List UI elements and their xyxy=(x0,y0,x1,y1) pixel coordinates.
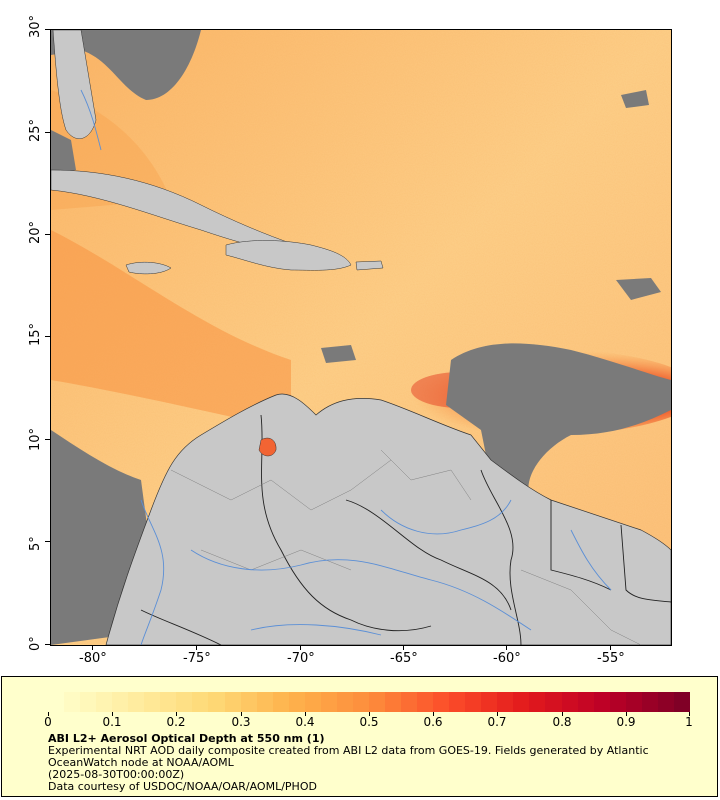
colorbar-label: 0.7 xyxy=(487,715,507,729)
colorbar-label: 0.2 xyxy=(166,715,186,729)
colorbar-step xyxy=(449,692,466,712)
colorbar-step xyxy=(673,692,690,712)
country-borders xyxy=(140,414,671,645)
y-tick-label: 30° xyxy=(28,14,43,38)
colorbar-step xyxy=(224,692,241,712)
y-tick-label: 25° xyxy=(28,118,43,142)
islands xyxy=(51,30,384,275)
y-tick-label: 5° xyxy=(28,536,43,551)
rivers xyxy=(80,89,612,645)
colorbar-step xyxy=(128,692,145,712)
colorbar-step xyxy=(417,692,434,712)
colorbar-step xyxy=(352,692,369,712)
colorbar-step xyxy=(561,692,578,712)
colorbar-label: 0 xyxy=(44,715,52,729)
colorbar-step xyxy=(401,692,418,712)
x-tick-label: -80° xyxy=(79,651,107,666)
y-tick-label: 15° xyxy=(28,322,43,346)
y-tick-label: 20° xyxy=(28,220,43,244)
x-tick-label: -55° xyxy=(597,651,625,666)
aod-map xyxy=(51,30,671,645)
colorbar-step xyxy=(481,692,498,712)
x-tick-label: -75° xyxy=(183,651,211,666)
colorbar-label: 0.1 xyxy=(102,715,122,729)
colorbar-step xyxy=(208,692,225,712)
colorbar-label: 0.3 xyxy=(231,715,251,729)
colorbar-step xyxy=(192,692,209,712)
legend-panel: 0 0.1 0.2 0.3 0.4 0.5 0.6 0.7 0.8 0.9 1 … xyxy=(1,676,718,797)
colorbar-step xyxy=(112,692,129,712)
colorbar-step xyxy=(144,692,161,712)
colorbar-step xyxy=(545,692,562,712)
colorbar-step xyxy=(577,692,594,712)
lake-maracaibo xyxy=(258,437,277,457)
colorbar-step xyxy=(80,692,97,712)
colorbar-step xyxy=(48,692,65,712)
colorbar-step xyxy=(320,692,337,712)
colorbar xyxy=(48,692,690,712)
colorbar-label: 0.4 xyxy=(295,715,315,729)
colorbar-step xyxy=(641,692,658,712)
colorbar-step xyxy=(96,692,113,712)
map-panel[interactable] xyxy=(50,29,672,646)
colorbar-step xyxy=(368,692,385,712)
colorbar-step xyxy=(625,692,642,712)
legend-title: ABI L2+ Aerosol Optical Depth at 550 nm … xyxy=(48,732,325,745)
colorbar-step xyxy=(240,692,257,712)
colorbar-step xyxy=(513,692,530,712)
colorbar-step xyxy=(465,692,482,712)
colorbar-label: 1 xyxy=(685,715,693,729)
x-tick-label: -70° xyxy=(287,651,315,666)
legend-description: Experimental NRT AOD daily composite cre… xyxy=(48,744,649,769)
colorbar-step xyxy=(609,692,626,712)
x-tick-label: -65° xyxy=(390,651,418,666)
legend-date: (2025-08-30T00:00:00Z) xyxy=(48,768,185,781)
colorbar-step xyxy=(336,692,353,712)
colorbar-label: 0.6 xyxy=(423,715,443,729)
colorbar-step xyxy=(529,692,546,712)
legend-credit: Data courtesy of USDOC/NOAA/OAR/AOML/PHO… xyxy=(48,780,317,793)
colorbar-step xyxy=(256,692,273,712)
colorbar-step xyxy=(384,692,402,712)
colorbar-step xyxy=(160,692,177,712)
colorbar-step xyxy=(288,692,305,712)
colorbar-step xyxy=(64,692,81,712)
colorbar-step xyxy=(304,692,321,712)
legend-text: ABI L2+ Aerosol Optical Depth at 550 nm … xyxy=(48,733,688,793)
colorbar-label: 0.9 xyxy=(616,715,636,729)
south-america-land xyxy=(105,393,671,645)
y-tick-label: 10° xyxy=(28,427,43,451)
colorbar-step xyxy=(593,692,610,712)
colorbar-label: 0.5 xyxy=(359,715,379,729)
colorbar-step xyxy=(497,692,514,712)
colorbar-step xyxy=(176,692,193,712)
colorbar-step xyxy=(272,692,289,712)
x-tick-label: -60° xyxy=(493,651,521,666)
colorbar-label: 0.8 xyxy=(552,715,572,729)
colorbar-step xyxy=(657,692,674,712)
colorbar-step xyxy=(433,692,450,712)
y-tick-label: 0° xyxy=(28,636,43,651)
